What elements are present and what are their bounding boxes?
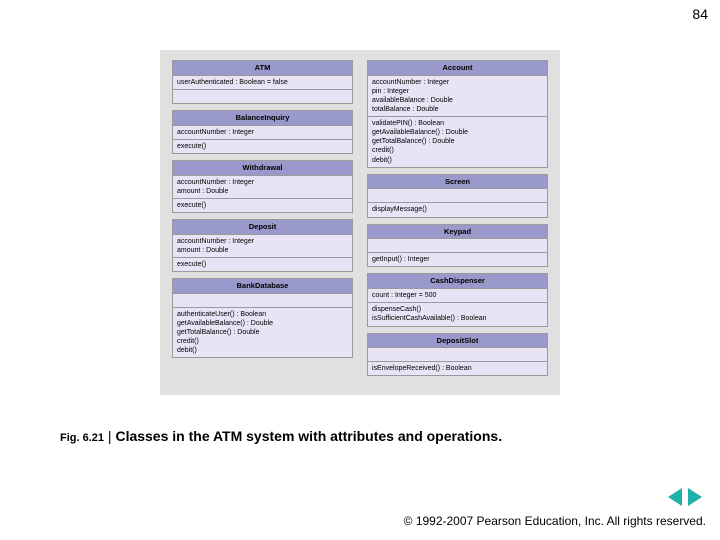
uml-attributes: userAuthenticated : Boolean = false (173, 76, 352, 90)
uml-class-header: Deposit (173, 220, 352, 235)
uml-operation-line: credit() (372, 146, 543, 155)
uml-operation-line: displayMessage() (372, 205, 543, 214)
uml-attributes (173, 294, 352, 308)
uml-class-screen: Screen displayMessage() (367, 174, 548, 218)
copyright-footer: © 1992-2007 Pearson Education, Inc. All … (404, 514, 706, 528)
uml-attributes: accountNumber : Integeramount : Double (173, 235, 352, 258)
uml-column-right: AccountaccountNumber : Integerpin : Inte… (367, 60, 548, 385)
uml-attribute-line: userAuthenticated : Boolean = false (177, 78, 348, 87)
uml-operation-line: getInput() : Integer (372, 255, 543, 264)
uml-attributes: accountNumber : Integer (173, 126, 352, 140)
uml-attribute-line: availableBalance : Double (372, 96, 543, 105)
uml-attribute-line: accountNumber : Integer (177, 128, 348, 137)
uml-attributes: accountNumber : Integeramount : Double (173, 176, 352, 199)
uml-operation-line: isSufficientCashAvailable() : Boolean (372, 314, 543, 323)
prev-arrow-icon[interactable] (668, 488, 682, 506)
uml-operations: execute() (173, 199, 352, 212)
nav-arrows (668, 488, 702, 506)
uml-operation-line: debit() (177, 346, 348, 355)
uml-operations: execute() (173, 140, 352, 153)
uml-operations: displayMessage() (368, 203, 547, 216)
uml-attribute-line: amount : Double (177, 246, 348, 255)
uml-class-atm: ATM userAuthenticated : Boolean = false (172, 60, 353, 104)
uml-class-keypad: Keypad getInput() : Integer (367, 224, 548, 268)
uml-attribute-line: accountNumber : Integer (177, 237, 348, 246)
uml-operation-line: authenticateUser() : Boolean (177, 310, 348, 319)
uml-operation-line: getTotalBalance() : Double (177, 328, 348, 337)
uml-class-header: Account (368, 61, 547, 76)
uml-attributes (368, 239, 547, 253)
uml-operations: isEnvelopeReceived() : Boolean (368, 362, 547, 375)
figure-separator: | (104, 428, 115, 444)
uml-attributes (368, 348, 547, 362)
figure-label: Fig. 6.21 (60, 432, 104, 444)
uml-attribute-line: accountNumber : Integer (372, 78, 543, 87)
uml-class-header: Keypad (368, 225, 547, 240)
uml-operations: authenticateUser() : BooleangetAvailable… (173, 308, 352, 357)
uml-class-bankdatabase: BankDatabase authenticateUser() : Boolea… (172, 278, 353, 358)
uml-operation-line: getTotalBalance() : Double (372, 137, 543, 146)
uml-attribute-line: totalBalance : Double (372, 105, 543, 114)
uml-class-header: Screen (368, 175, 547, 190)
uml-class-header: DepositSlot (368, 334, 547, 349)
uml-class-header: BalanceInquiry (173, 111, 352, 126)
uml-class-balanceinquiry: BalanceInquiry accountNumber : Integer exe… (172, 110, 353, 154)
uml-column-left: ATM userAuthenticated : Boolean = false B… (172, 60, 353, 385)
uml-operation-line: credit() (177, 337, 348, 346)
uml-operation-line: execute() (177, 142, 348, 151)
uml-operation-line: debit() (372, 156, 543, 165)
next-arrow-icon[interactable] (688, 488, 702, 506)
page-number: 84 (692, 6, 708, 22)
uml-operation-line: dispenseCash() (372, 305, 543, 314)
uml-operation-line: execute() (177, 201, 348, 210)
uml-diagram-panel: ATM userAuthenticated : Boolean = false B… (160, 50, 560, 395)
uml-operation-line: validatePIN() : Boolean (372, 119, 543, 128)
uml-class-withdrawal: WithdrawalaccountNumber : Integeramount … (172, 160, 353, 213)
uml-attributes: count : Integer = 500 (368, 289, 547, 303)
uml-class-header: Withdrawal (173, 161, 352, 176)
figure-title: Classes in the ATM system with attribute… (115, 428, 502, 444)
uml-attributes (368, 189, 547, 203)
uml-attribute-line: count : Integer = 500 (372, 291, 543, 300)
uml-attribute-line: pin : Integer (372, 87, 543, 96)
uml-operation-line: execute() (177, 260, 348, 269)
uml-class-header: CashDispenser (368, 274, 547, 289)
uml-operations: getInput() : Integer (368, 253, 547, 266)
uml-class-header: BankDatabase (173, 279, 352, 294)
figure-caption: Fig. 6.21 | Classes in the ATM system wi… (60, 428, 502, 444)
uml-class-depositslot: DepositSlot isEnvelopeReceived() : Boole… (367, 333, 548, 377)
uml-operation-line: getAvailableBalance() : Double (372, 128, 543, 137)
uml-attributes: accountNumber : Integerpin : Integeravai… (368, 76, 547, 117)
uml-operations: validatePIN() : BooleangetAvailableBalan… (368, 117, 547, 166)
uml-operation-line: getAvailableBalance() : Double (177, 319, 348, 328)
uml-class-deposit: DepositaccountNumber : Integeramount : D… (172, 219, 353, 272)
uml-operations (173, 90, 352, 103)
uml-operation-line: isEnvelopeReceived() : Boolean (372, 364, 543, 373)
uml-operations: dispenseCash()isSufficientCashAvailable(… (368, 303, 547, 325)
uml-class-cashdispenser: CashDispenser count : Integer = 500 dispen… (367, 273, 548, 326)
uml-attribute-line: amount : Double (177, 187, 348, 196)
uml-class-header: ATM (173, 61, 352, 76)
uml-operations: execute() (173, 258, 352, 271)
uml-class-account: AccountaccountNumber : Integerpin : Inte… (367, 60, 548, 168)
uml-attribute-line: accountNumber : Integer (177, 178, 348, 187)
